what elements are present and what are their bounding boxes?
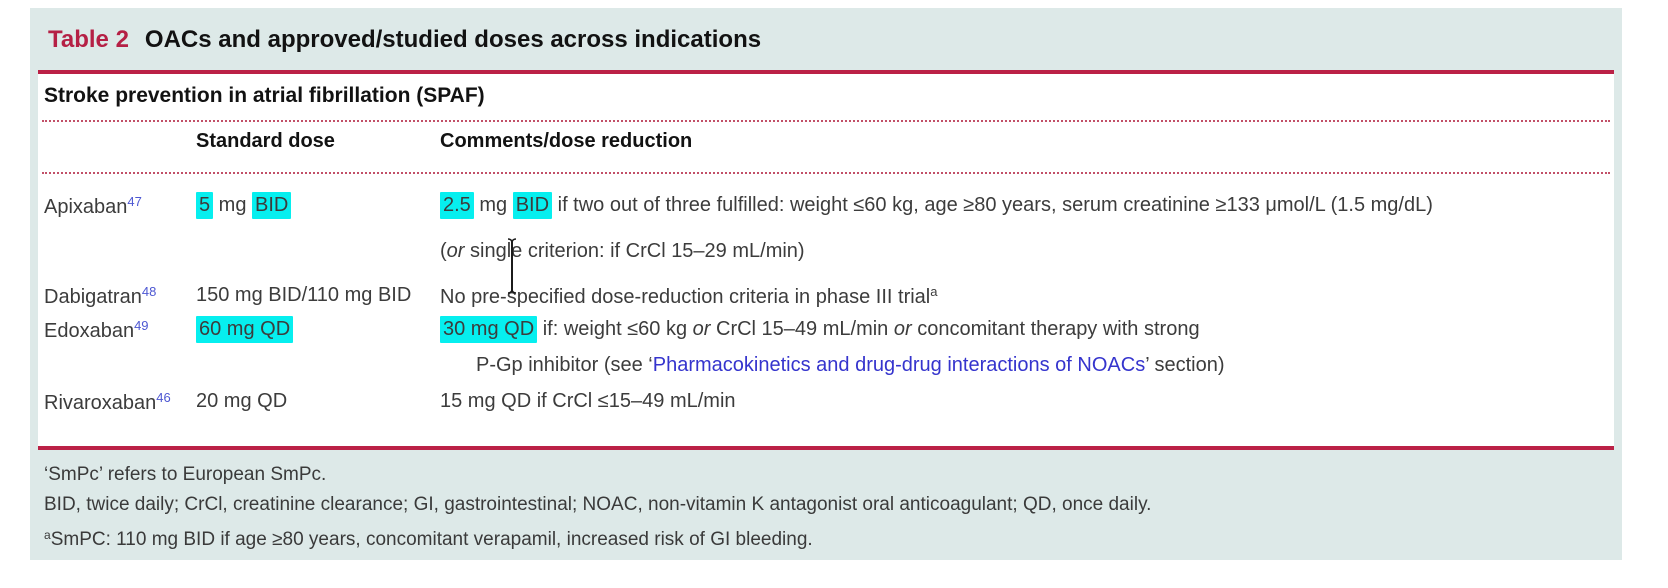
- citation-ref-46[interactable]: 46: [156, 390, 171, 405]
- highlighted-dose-value: 5: [196, 192, 214, 219]
- highlighted-reduced-dose-edoxaban: 30 mg QD: [440, 316, 538, 343]
- drug-name-dabigatran: Dabigatran48: [44, 284, 157, 308]
- table-row-rivaroxaban: Rivaroxaban46 20 mg QD 15 mg QD if CrCl …: [44, 390, 1608, 422]
- comment-cell-edoxaban-line2: P-Gp inhibitor (see ‘Pharmacokinetics an…: [476, 354, 1225, 376]
- dose-cell-dabigatran: 150 mg BID/110 mg BID: [196, 284, 412, 306]
- top-rule: [38, 70, 1614, 74]
- table-row-apixaban-line2: (or single criterion: if CrCl 15–29 mL/m…: [44, 240, 1608, 272]
- citation-ref-47[interactable]: 47: [127, 194, 142, 209]
- table-row-edoxaban: Edoxaban49 60 mg QD 30 mg QD if: weight …: [44, 316, 1608, 350]
- table-row-edoxaban-line2: P-Gp inhibitor (see ‘Pharmacokinetics an…: [44, 354, 1608, 386]
- dose-cell-edoxaban: 60 mg QD: [196, 316, 294, 343]
- citation-ref-48[interactable]: 48: [141, 284, 157, 299]
- comment-cell-apixaban-line1: 2.5 mg BID if two out of three fulfilled…: [440, 192, 1433, 219]
- footnote-smpc: ‘SmPc’ refers to European SmPc.: [44, 464, 327, 485]
- footnote-marker-a: a: [930, 284, 938, 299]
- column-header-row: Standard dose Comments/dose reduction: [44, 130, 1608, 162]
- table-title-text: OACs and approved/studied doses across i…: [144, 26, 762, 53]
- highlighted-reduced-dose: 2.5: [440, 192, 474, 219]
- table-body: Stroke prevention in atrial fibrillation…: [38, 74, 1614, 446]
- footnote-a-marker: a: [44, 528, 51, 542]
- table-row-apixaban: Apixaban47 5 mg BID 2.5 mg BID if two ou…: [44, 192, 1608, 226]
- dotted-divider-top: [42, 120, 1610, 122]
- highlighted-dose-unit: BID: [252, 192, 292, 219]
- drug-name-apixaban: Apixaban47: [44, 194, 142, 218]
- table-row-dabigatran: Dabigatran48 150 mg BID/110 mg BID No pr…: [44, 284, 1608, 316]
- highlighted-dose-edoxaban: 60 mg QD: [196, 316, 294, 343]
- comment-cell-edoxaban-line1: 30 mg QD if: weight ≤60 kg or CrCl 15–49…: [440, 316, 1200, 343]
- footnotes: ‘SmPc’ refers to European SmPc. BID, twi…: [44, 460, 1151, 555]
- dotted-divider-header: [42, 172, 1610, 174]
- table-card: Table 2 OACs and approved/studied doses a…: [30, 8, 1622, 560]
- col-header-comments: Comments/dose reduction: [440, 130, 693, 152]
- comment-cell-apixaban-line2: (or single criterion: if CrCl 15–29 mL/m…: [440, 240, 805, 262]
- drug-name-edoxaban: Edoxaban49: [44, 318, 149, 342]
- table-title: Table 2 OACs and approved/studied doses a…: [48, 26, 761, 54]
- col-header-standard-dose: Standard dose: [196, 130, 335, 152]
- dose-cell-apixaban: 5 mg BID: [196, 192, 292, 219]
- highlighted-reduced-dose-unit: BID: [512, 192, 553, 219]
- bottom-rule: [38, 446, 1614, 450]
- table-number-label: Table 2: [48, 26, 129, 53]
- cross-reference-link-pharmacokinetics[interactable]: Pharmacokinetics and drug-drug interacti…: [652, 354, 1146, 376]
- footnote-a: aSmPC: 110 mg BID if age ≥80 years, conc…: [44, 528, 813, 550]
- footnote-abbreviations: BID, twice daily; CrCl, creatinine clear…: [44, 494, 1152, 515]
- drug-name-rivaroxaban: Rivaroxaban46: [44, 390, 171, 414]
- citation-ref-49[interactable]: 49: [134, 318, 149, 333]
- comment-cell-rivaroxaban: 15 mg QD if CrCl ≤15–49 mL/min: [440, 390, 736, 412]
- section-header-spaf: Stroke prevention in atrial fibrillation…: [44, 84, 485, 107]
- comment-cell-dabigatran: No pre-specified dose-reduction criteria…: [440, 284, 938, 308]
- dose-cell-rivaroxaban: 20 mg QD: [196, 390, 288, 412]
